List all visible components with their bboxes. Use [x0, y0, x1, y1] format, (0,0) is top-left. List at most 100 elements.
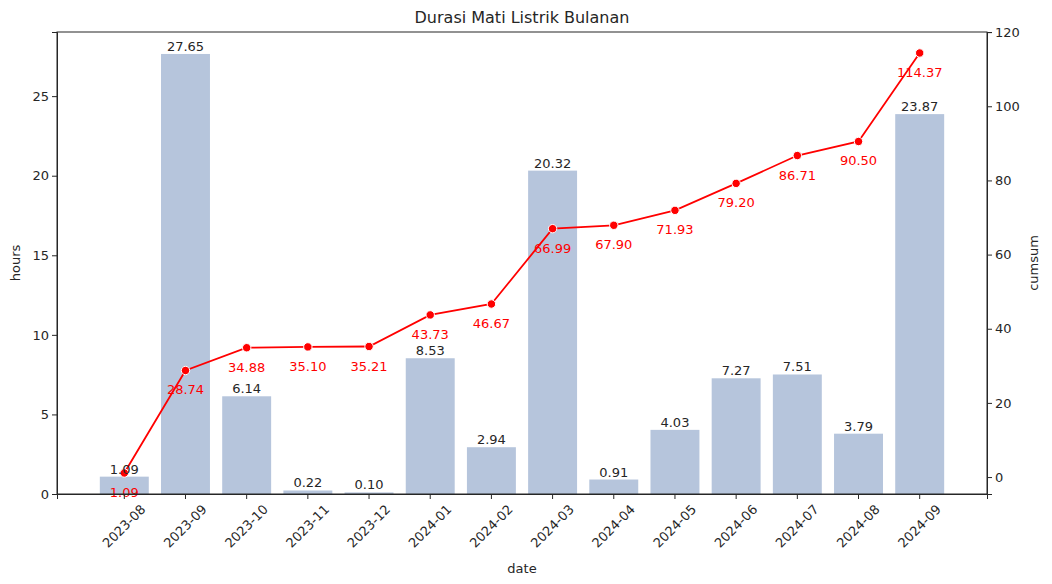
tick-label: 2024-06: [711, 502, 760, 551]
tick: 15: [32, 248, 57, 263]
tick-mark: [987, 329, 992, 330]
bar: [773, 374, 822, 494]
data-label: 67.90: [595, 237, 632, 252]
tick: 60: [987, 247, 1012, 262]
data-label: 71.93: [656, 222, 693, 237]
tick-mark: [430, 494, 431, 499]
bar: [161, 54, 210, 494]
tick-mark: [987, 255, 992, 256]
y2-axis: 0 20 40 60 80 100 120: [987, 25, 1020, 495]
tick-label: 2023-12: [344, 502, 393, 551]
data-label: 1.09: [110, 485, 139, 500]
point: [487, 300, 495, 308]
data-label: 23.87: [901, 99, 938, 114]
tick: 2024-04: [589, 494, 638, 551]
data-label: 34.88: [228, 360, 265, 375]
tick: 2024-05: [650, 494, 699, 551]
tick-mark: [797, 494, 798, 499]
point: [671, 206, 679, 214]
tick-mark: [307, 494, 308, 499]
tick-label: 25: [32, 89, 49, 104]
tick: 20: [32, 168, 57, 183]
tick: 25: [32, 89, 57, 104]
tick-label: 2024-08: [834, 502, 883, 551]
tick-label: 2024-04: [589, 502, 638, 551]
data-label: 4.03: [660, 415, 689, 430]
tick: 20: [987, 396, 1012, 411]
tick: 10: [32, 328, 57, 343]
data-label: 114.37: [897, 65, 943, 80]
tick-label: 2024-03: [528, 502, 577, 551]
tick-label: 2023-10: [222, 502, 271, 551]
axis-line: [58, 495, 988, 500]
tick-mark: [987, 180, 992, 181]
tick-mark: [246, 494, 247, 499]
tick: 2024-09: [895, 494, 944, 551]
tick: 2024-08: [834, 494, 883, 551]
data-label: 0.10: [355, 477, 384, 492]
y2-axis-title: cumsum: [1026, 235, 1041, 291]
axis-line: [988, 33, 993, 495]
tick-mark: [858, 494, 859, 499]
tick: 2024-03: [528, 494, 577, 551]
point: [854, 137, 862, 145]
tick-mark: [52, 414, 57, 415]
tick-label: 0: [995, 470, 1003, 485]
tick-mark: [736, 494, 737, 499]
data-label: 6.14: [232, 381, 261, 396]
point: [915, 49, 923, 57]
tick: 2023-11: [283, 494, 332, 551]
tick-label: 2023-09: [161, 502, 210, 551]
data-label: 66.99: [534, 241, 571, 256]
tick: 100: [987, 99, 1020, 114]
data-label: 27.65: [167, 39, 204, 54]
chart: 1.0927.656.140.220.108.532.9420.320.914.…: [0, 0, 1052, 584]
x-axis: 2023-082023-092023-102023-112023-12 2024-…: [58, 494, 988, 551]
title: Durasi Mati Listrik Bulanan: [415, 8, 630, 27]
bar: [834, 434, 883, 494]
tick-mark: [987, 106, 992, 107]
tick: 2023-08: [100, 494, 149, 551]
tick-mark: [552, 494, 553, 499]
data-label: 1.09: [110, 462, 139, 477]
data-label: 7.51: [783, 359, 812, 374]
tick-label: 5: [41, 407, 49, 422]
tick-label: 120: [995, 25, 1020, 40]
y-axis-title: hours: [8, 245, 23, 282]
tick-label: 2024-01: [406, 502, 455, 551]
tick-label: 100: [995, 99, 1020, 114]
bar: [650, 430, 699, 494]
tick-label: 80: [995, 173, 1012, 188]
data-label: 86.71: [779, 168, 816, 183]
data-label: 20.32: [534, 156, 571, 171]
plot-frame: [57, 32, 987, 494]
data-label: 8.53: [416, 343, 445, 358]
tick-mark: [185, 494, 186, 499]
tick-label: 20: [32, 168, 49, 183]
tick-label: 2024-05: [650, 502, 699, 551]
point: [793, 151, 801, 159]
tick-label: 2023-08: [100, 502, 149, 551]
tick-label: 2024-02: [467, 502, 516, 551]
data-label: 7.27: [722, 363, 751, 378]
tick-label: 20: [995, 396, 1012, 411]
tick-mark: [52, 255, 57, 256]
tick: 2024-01: [406, 494, 455, 551]
tick: 2024-02: [467, 494, 516, 551]
tick-mark: [52, 494, 57, 495]
data-label: 90.50: [840, 153, 877, 168]
tick-label: 2024-07: [773, 502, 822, 551]
tick-label: 40: [995, 321, 1012, 336]
tick: 2024-06: [711, 494, 760, 551]
tick-mark: [987, 403, 992, 404]
tick-label: 0: [41, 487, 49, 502]
tick: 2023-12: [344, 494, 393, 551]
tick-mark: [674, 494, 675, 499]
data-label: 79.20: [718, 195, 755, 210]
tick: 2023-09: [161, 494, 210, 551]
tick: 40: [987, 321, 1012, 336]
tick: 0: [41, 487, 57, 502]
data-label: 2.94: [477, 432, 506, 447]
bar: [712, 378, 761, 494]
tick: 0: [987, 470, 1003, 485]
